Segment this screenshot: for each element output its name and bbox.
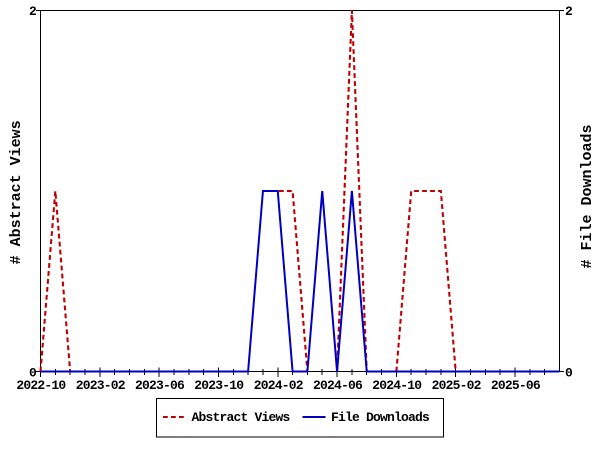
svg-text:2024-10: 2024-10 — [372, 378, 422, 393]
svg-text:2: 2 — [565, 4, 573, 19]
svg-text:2023-06: 2023-06 — [135, 378, 185, 393]
svg-text:# Abstract Views: # Abstract Views — [8, 120, 25, 264]
svg-text:2024-02: 2024-02 — [254, 378, 304, 393]
svg-text:2023-02: 2023-02 — [76, 378, 126, 393]
svg-text:Abstract Views: Abstract Views — [192, 410, 291, 425]
svg-text:0: 0 — [29, 366, 37, 381]
svg-text:2024-06: 2024-06 — [313, 378, 363, 393]
svg-text:2: 2 — [29, 4, 37, 19]
svg-text:0: 0 — [565, 366, 573, 381]
svg-text:File Downloads: File Downloads — [331, 410, 430, 425]
svg-text:2025-02: 2025-02 — [432, 378, 482, 393]
svg-text:2022-10: 2022-10 — [16, 378, 66, 393]
svg-text:2023-10: 2023-10 — [194, 378, 244, 393]
svg-text:2025-06: 2025-06 — [491, 378, 541, 393]
svg-text:# File Downloads: # File Downloads — [579, 124, 596, 268]
